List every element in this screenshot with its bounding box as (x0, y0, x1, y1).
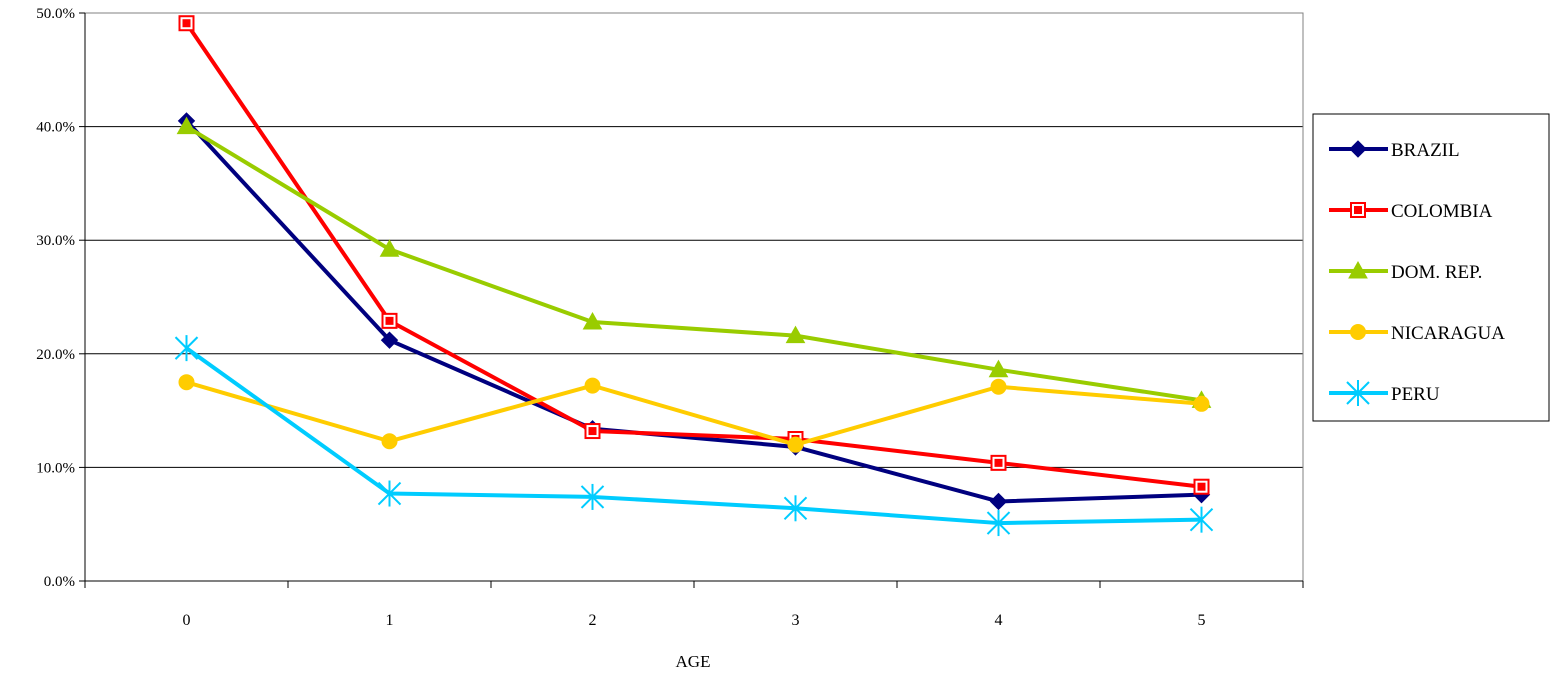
series-colombia (178, 15, 1210, 495)
legend-item: NICARAGUA (1329, 323, 1505, 344)
data-point (379, 239, 400, 257)
data-point (176, 116, 197, 135)
y-tick-label: 30.0% (36, 233, 75, 249)
legend-label: DOM. REP. (1391, 262, 1482, 283)
series-line (185, 346, 1202, 526)
data-point (990, 454, 1007, 471)
series-line (184, 22, 1202, 489)
series-line (185, 380, 1202, 447)
legend-marker (1348, 260, 1368, 279)
x-tick-label: 2 (589, 612, 597, 629)
data-point (380, 331, 399, 349)
data-point (381, 312, 398, 329)
series-group (174, 15, 1214, 537)
series-line (185, 124, 1202, 403)
legend-label: NICARAGUA (1391, 323, 1505, 344)
series-brazil (177, 112, 1211, 511)
legend-marker (1350, 324, 1366, 340)
legend-label: COLOMBIA (1391, 201, 1493, 222)
series-peru (174, 335, 1214, 537)
legend-label: BRAZIL (1391, 140, 1460, 161)
data-point (986, 510, 1011, 537)
y-tick-label: 0.0% (44, 574, 75, 590)
data-point (381, 433, 398, 450)
legend-label: PERU (1391, 384, 1440, 405)
data-point (783, 495, 808, 522)
x-tick-label: 4 (995, 612, 1003, 629)
data-point (989, 492, 1008, 511)
data-point (584, 423, 601, 440)
data-point (174, 335, 199, 362)
series-line (185, 119, 1202, 504)
data-point (1193, 395, 1210, 412)
data-point (988, 359, 1009, 378)
legend-item: BRAZIL (1329, 140, 1460, 161)
data-point (580, 483, 605, 510)
legend-box (1312, 113, 1550, 422)
series-nicaragua (178, 374, 1210, 453)
data-point (785, 325, 806, 344)
x-axis-label: AGE (676, 652, 711, 671)
x-tick-label: 3 (792, 612, 800, 629)
legend-marker (1350, 202, 1366, 218)
legend-item: PERU (1329, 380, 1440, 406)
axes: 0.0% 10.0% 20.0% 30.0% 40.0% 50.0% 0 1 2 3 4 5 (36, 6, 1304, 629)
legend: BRAZIL COLOMBIA DOM. REP. NICARAGUA PERU (1312, 113, 1550, 422)
y-tick-label: 40.0% (36, 120, 75, 136)
legend-marker (1346, 380, 1370, 406)
series-dom-rep (176, 116, 1212, 408)
legend-item: COLOMBIA (1329, 201, 1493, 222)
data-point (377, 480, 402, 507)
x-tick-label: 0 (183, 612, 191, 629)
data-point (178, 15, 195, 32)
legend-marker (1349, 140, 1367, 158)
y-tick-label: 10.0% (36, 460, 75, 476)
x-tick-label: 1 (386, 612, 394, 629)
x-tick-label: 5 (1198, 612, 1206, 629)
data-point (584, 377, 601, 394)
y-tick-label: 20.0% (36, 347, 75, 363)
data-point (990, 378, 1007, 395)
data-point (582, 311, 603, 330)
legend-item: DOM. REP. (1329, 260, 1482, 283)
data-point (178, 374, 195, 391)
data-point (1189, 506, 1214, 533)
data-point (1193, 478, 1210, 495)
data-point (787, 436, 804, 453)
y-tick-label: 50.0% (36, 6, 75, 22)
